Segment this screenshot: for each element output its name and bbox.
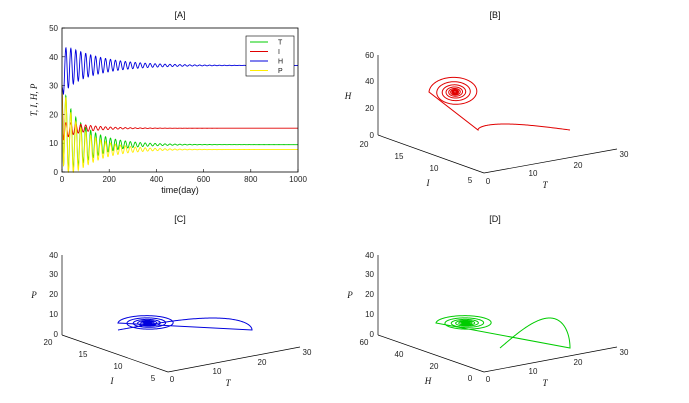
panel-a-legend: T I H P xyxy=(245,35,295,77)
panel-d-ytick: 60 xyxy=(360,338,369,347)
panel-d-ylabel: H xyxy=(424,376,432,386)
panel-c-ztick: 30 xyxy=(49,270,58,279)
legend-box xyxy=(245,35,295,77)
panel-d-ztick: 40 xyxy=(365,251,374,260)
panel-b-ztick: 60 xyxy=(365,51,374,60)
panel-a-ytick-label: 10 xyxy=(49,139,58,148)
panel-b-zlabel: H xyxy=(344,91,352,101)
panel-b-xtick: 0 xyxy=(486,177,491,186)
panel-b-ytick: 15 xyxy=(395,152,404,161)
panel-c-x-axis xyxy=(167,346,301,373)
panel-a-xtick-label: 1000 xyxy=(289,175,307,184)
panel-d-ztick: 20 xyxy=(365,290,374,299)
series-line-t xyxy=(61,85,298,170)
panel-d-xlabel: T xyxy=(542,378,548,388)
panel-d-title: [D] xyxy=(489,214,501,224)
panel-c-ytick: 20 xyxy=(44,338,53,347)
panel-d-trajectory xyxy=(435,315,571,349)
panel-c-title: [C] xyxy=(174,214,186,224)
panel-c-ztick: 40 xyxy=(49,251,58,260)
legend-label-h: H xyxy=(278,59,283,66)
panel-c-xtick: 0 xyxy=(170,375,175,384)
panel-d-xtick: 0 xyxy=(486,375,491,384)
panel-b-ztick: 20 xyxy=(365,104,374,113)
panel-d-ztick: 0 xyxy=(370,330,375,339)
panel-d-ytick: 0 xyxy=(468,374,473,383)
panel-b-ztick: 0 xyxy=(370,131,375,140)
panel-c-ztick: 20 xyxy=(49,290,58,299)
panel-b-title: [B] xyxy=(489,10,500,20)
panel-b-ytick: 5 xyxy=(468,176,473,185)
panel-a: [A] 0 200 400 600 800 1000 0 10 20 30 40 50 time(da… xyxy=(29,10,307,195)
panel-c-trajectory xyxy=(117,315,253,331)
panel-a-ytick-label: 0 xyxy=(54,168,59,177)
panel-a-ytick-label: 20 xyxy=(49,110,58,119)
panel-d-ytick: 40 xyxy=(395,350,404,359)
panel-a-xlabel: time(day) xyxy=(161,185,199,195)
panel-d-xtick: 10 xyxy=(529,367,538,376)
panel-a-ylabel: T, I, H, P xyxy=(29,83,39,116)
panel-d-zlabel: P xyxy=(346,290,353,300)
legend-label-p: P xyxy=(278,68,283,75)
series-line-i xyxy=(61,85,298,141)
panel-d: [D] 0 10 20 30 40 60 40 20 0 0 10 20 30 … xyxy=(346,214,629,388)
panel-a-ticks: 0 200 400 600 800 1000 0 10 20 30 40 50 xyxy=(49,24,307,184)
panel-d-ticks: 0 10 20 30 40 60 40 20 0 0 10 20 30 xyxy=(360,251,629,384)
panel-d-y-axis xyxy=(377,334,485,373)
panel-d-xtick: 20 xyxy=(574,358,583,367)
panel-c-ytick: 5 xyxy=(151,374,156,383)
panel-d-xtick: 30 xyxy=(620,348,629,357)
panel-d-x-axis xyxy=(483,346,618,373)
panel-a-xtick-label: 0 xyxy=(60,175,65,184)
panel-b-xlabel: T xyxy=(542,180,548,190)
panel-c-y-axis xyxy=(61,334,169,373)
panel-c-zlabel: P xyxy=(30,290,37,300)
panel-b-ytick: 10 xyxy=(430,164,439,173)
legend-label-t: T xyxy=(278,40,283,47)
panel-b-ylabel: I xyxy=(426,178,431,188)
panel-b-axes xyxy=(377,55,618,174)
panel-b-xtick: 30 xyxy=(620,150,629,159)
panel-b: [B] 0 20 40 60 20 15 10 5 0 10 20 30 H I… xyxy=(344,10,629,190)
panel-c-ztick: 10 xyxy=(49,310,58,319)
panel-c-ticks: 0 10 20 30 40 20 15 10 5 0 10 20 30 xyxy=(44,251,312,384)
panel-c: [C] 0 10 20 30 40 20 15 10 5 0 10 20 30 … xyxy=(30,214,312,388)
panel-c-ylabel: I xyxy=(110,376,115,386)
panel-b-y-axis xyxy=(377,134,485,174)
panel-b-x-axis xyxy=(483,148,618,174)
panel-b-xtick: 20 xyxy=(574,161,583,170)
panel-a-xtick-label: 400 xyxy=(150,175,164,184)
panel-a-ytick-label: 50 xyxy=(49,24,58,33)
panel-c-xlabel: T xyxy=(225,378,231,388)
panel-d-ztick: 10 xyxy=(365,310,374,319)
legend-label-i: I xyxy=(278,49,280,56)
panel-c-xtick: 30 xyxy=(303,348,312,357)
panel-d-ytick: 20 xyxy=(430,362,439,371)
panel-b-trajectory xyxy=(428,76,571,131)
panel-b-ytick: 20 xyxy=(360,140,369,149)
panel-b-ztick: 40 xyxy=(365,77,374,86)
panel-a-ytick-label: 40 xyxy=(49,53,58,62)
panel-c-xtick: 10 xyxy=(213,367,222,376)
panel-a-xtick-label: 600 xyxy=(197,175,211,184)
panel-c-axes xyxy=(61,255,301,373)
series-line-p xyxy=(61,85,298,173)
panel-a-xtick-label: 200 xyxy=(103,175,117,184)
panel-c-ytick: 15 xyxy=(79,350,88,359)
panel-a-axes-box xyxy=(61,27,299,173)
panel-c-xtick: 20 xyxy=(258,358,267,367)
panel-b-xtick: 10 xyxy=(529,169,538,178)
panel-c-ztick: 0 xyxy=(54,330,59,339)
panel-a-xtick-label: 800 xyxy=(244,175,258,184)
panel-b-ticks: 0 20 40 60 20 15 10 5 0 10 20 30 xyxy=(360,51,629,186)
panel-a-title: [A] xyxy=(174,10,185,20)
panel-d-axes xyxy=(377,255,618,373)
panel-a-ytick-label: 30 xyxy=(49,82,58,91)
panel-d-ztick: 30 xyxy=(365,270,374,279)
panel-c-ytick: 10 xyxy=(114,362,123,371)
